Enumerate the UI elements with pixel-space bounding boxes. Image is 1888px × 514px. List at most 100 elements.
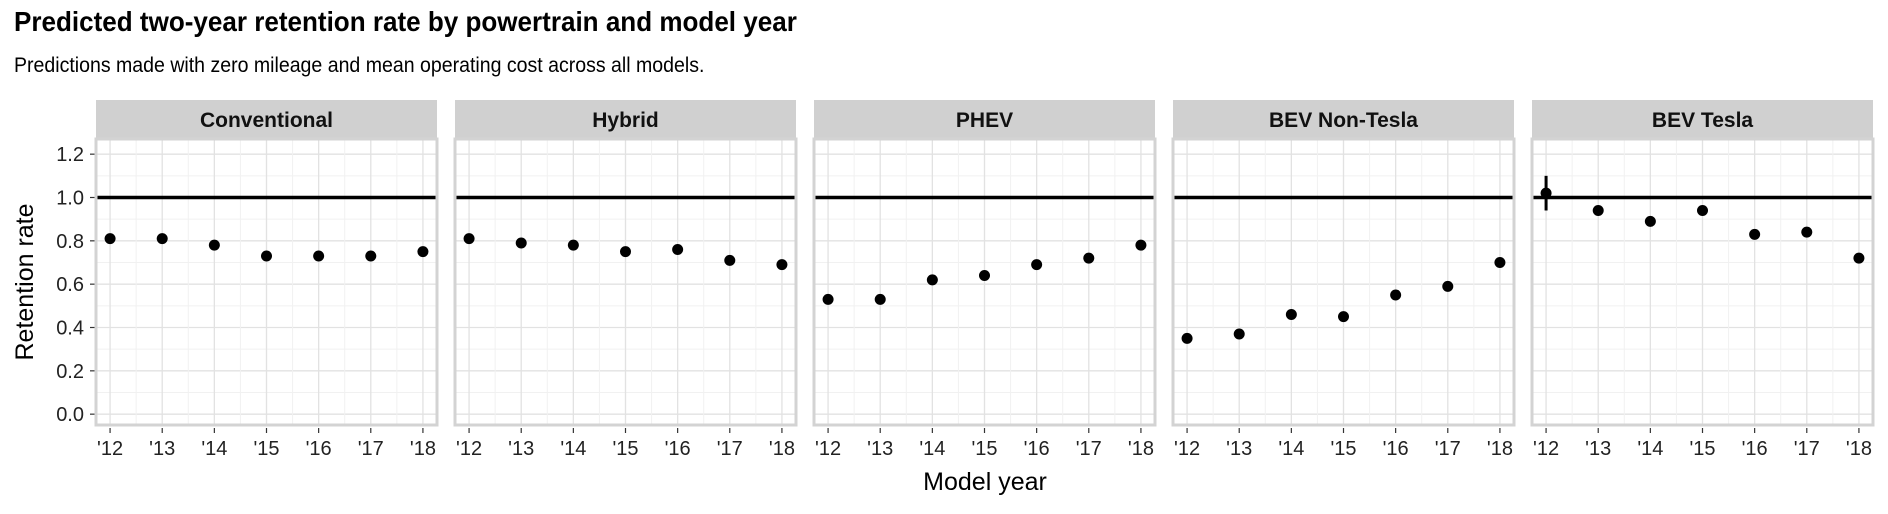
facet-strip-label: Conventional xyxy=(200,109,333,132)
data-point xyxy=(104,233,116,245)
x-tick-label: '17 xyxy=(358,438,384,460)
x-tick-label: '15 xyxy=(1689,438,1715,460)
data-point xyxy=(567,239,579,251)
data-point xyxy=(463,233,475,245)
facet-strip-label: Hybrid xyxy=(592,109,659,132)
x-tick-label: '18 xyxy=(410,438,436,460)
data-point xyxy=(724,254,736,266)
facet-panel: BEV Tesla '12 '13 '14 '15 '16 '17 '18 xyxy=(1530,100,1875,460)
x-tick-label: '16 xyxy=(1024,438,1050,460)
x-tick-label: '13 xyxy=(1226,438,1252,460)
y-tick-label: 0.0 xyxy=(56,404,84,426)
data-point xyxy=(156,233,168,245)
data-point xyxy=(1390,289,1402,301)
x-tick-label: '12 xyxy=(815,438,841,460)
facet-strip xyxy=(1532,100,1873,139)
data-point xyxy=(515,237,527,249)
facet-panel: Hybrid '12 '13 '14 '15 '16 '17 '18 xyxy=(453,100,798,460)
x-tick-label: '14 xyxy=(560,438,586,460)
data-point xyxy=(1592,205,1604,216)
x-tick-label: '13 xyxy=(867,438,893,460)
x-tick-label: '13 xyxy=(508,438,534,460)
x-tick-label: '14 xyxy=(1278,438,1304,460)
chart-subtitle: Predictions made with zero mileage and m… xyxy=(14,54,705,77)
y-axis-title: Retention rate xyxy=(11,203,39,360)
x-axis-title: Model year xyxy=(923,468,1047,496)
data-point xyxy=(313,250,325,262)
facet-panel: Conventional '12 '13 '14 '15 '16 '17 '18 xyxy=(94,100,439,460)
data-point xyxy=(874,293,886,305)
data-point xyxy=(261,250,272,262)
facet-strip-label: BEV Non-Tesla xyxy=(1269,109,1418,132)
facet-strip xyxy=(455,100,796,139)
x-tick-label: '17 xyxy=(1076,438,1102,460)
panel-border xyxy=(812,137,1157,427)
data-point xyxy=(1697,205,1708,216)
data-point xyxy=(620,246,631,258)
x-tick-label: '16 xyxy=(1383,438,1409,460)
y-tick-label: 0.8 xyxy=(56,231,84,253)
data-point xyxy=(208,239,220,251)
y-tick-label: 0.2 xyxy=(56,361,84,383)
x-tick-label: '17 xyxy=(717,438,743,460)
y-tick-label: 1.0 xyxy=(56,188,84,210)
data-point xyxy=(672,244,684,255)
facet-panel: PHEV '12 '13 '14 '15 '16 '17 '18 xyxy=(812,100,1157,460)
data-point xyxy=(1135,239,1147,251)
data-point xyxy=(1083,252,1095,264)
data-point xyxy=(1494,257,1506,268)
x-tick-label: '18 xyxy=(1846,438,1872,460)
facet-strip xyxy=(814,100,1155,139)
x-tick-label: '16 xyxy=(1742,438,1768,460)
x-tick-label: '13 xyxy=(149,438,175,460)
x-tick-label: '12 xyxy=(1174,438,1200,460)
panel-border xyxy=(1530,137,1875,427)
x-tick-label: '15 xyxy=(971,438,997,460)
data-point xyxy=(417,246,429,258)
y-tick-label: 0.6 xyxy=(56,274,84,296)
panel-border xyxy=(453,137,798,427)
x-tick-label: '15 xyxy=(1330,438,1356,460)
x-tick-label: '17 xyxy=(1794,438,1820,460)
facet-strip-label: BEV Tesla xyxy=(1652,109,1753,132)
y-tick-label: 1.2 xyxy=(56,144,84,166)
data-point xyxy=(926,274,938,286)
x-tick-label: '15 xyxy=(612,438,638,460)
data-point xyxy=(1031,259,1043,271)
data-point xyxy=(1181,332,1193,344)
data-point xyxy=(1285,309,1297,320)
data-point xyxy=(776,259,788,271)
chart-title: Predicted two-year retention rate by pow… xyxy=(14,6,797,37)
facet-strip-label: PHEV xyxy=(956,109,1013,132)
x-tick-label: '12 xyxy=(97,438,123,460)
data-point xyxy=(1853,252,1865,264)
data-point xyxy=(1233,328,1245,340)
x-tick-label: '12 xyxy=(1533,438,1559,460)
facet-strip xyxy=(1173,100,1514,139)
x-tick-label: '16 xyxy=(306,438,332,460)
data-point xyxy=(1644,215,1656,227)
x-tick-label: '18 xyxy=(1128,438,1154,460)
x-tick-label: '18 xyxy=(1487,438,1513,460)
x-tick-label: '13 xyxy=(1585,438,1611,460)
facet-strip xyxy=(96,100,437,139)
x-tick-label: '15 xyxy=(253,438,279,460)
y-tick-label: 0.4 xyxy=(56,318,84,340)
data-point xyxy=(365,250,377,262)
x-tick-label: '14 xyxy=(201,438,227,460)
data-point xyxy=(1338,311,1349,323)
x-tick-label: '17 xyxy=(1435,438,1461,460)
data-point xyxy=(1801,226,1813,238)
data-point xyxy=(979,270,990,281)
x-tick-label: '18 xyxy=(769,438,795,460)
data-point xyxy=(1540,187,1552,199)
data-point xyxy=(1749,228,1761,240)
x-tick-label: '14 xyxy=(919,438,945,460)
x-tick-label: '16 xyxy=(665,438,691,460)
panel-border xyxy=(94,137,439,427)
data-point xyxy=(822,293,834,305)
data-point xyxy=(1442,280,1454,292)
facet-panel: BEV Non-Tesla '12 '13 '14 '15 '16 '17 '18 xyxy=(1171,100,1516,460)
x-tick-label: '14 xyxy=(1637,438,1663,460)
